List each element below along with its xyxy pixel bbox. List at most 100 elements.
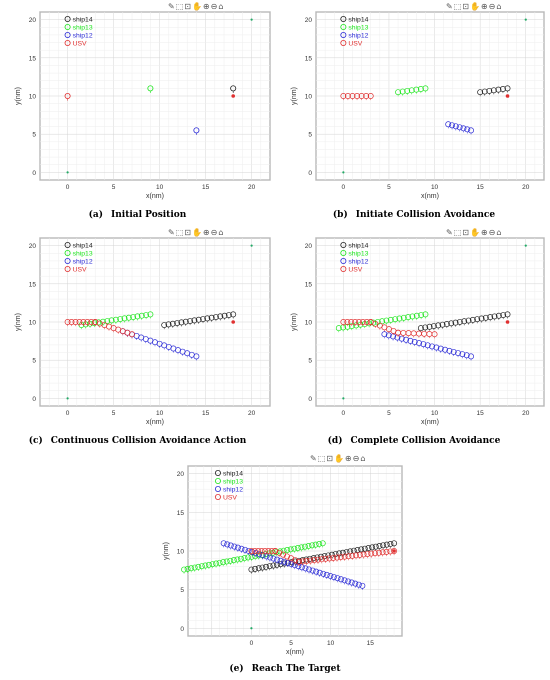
track-marker-ship13 — [100, 318, 106, 325]
legend-label-ship13: ship13 — [223, 478, 243, 485]
track-marker-ship13 — [112, 316, 119, 323]
track-marker-ship13 — [353, 322, 360, 329]
caption-label: (c) — [28, 436, 43, 446]
track-marker-ship14 — [195, 316, 202, 323]
track-marker-ship14 — [365, 545, 372, 551]
x-axis-label: x(nm) — [421, 419, 439, 426]
legend-marker-usv — [64, 40, 71, 47]
legend-label-ship14: ship14 — [223, 470, 243, 477]
x-tick-label: 10 — [431, 410, 439, 417]
x-axis-label: x(nm) — [146, 193, 164, 200]
x-axis-label: x(nm) — [146, 419, 164, 426]
legend-label-ship12: ship12 — [73, 258, 93, 265]
x-tick-label: 15 — [477, 184, 485, 191]
track-marker-ship13 — [143, 312, 150, 318]
legend-label-ship14: ship14 — [73, 16, 93, 23]
track-marker-ship13 — [134, 313, 141, 320]
track-marker-ship14 — [225, 312, 232, 318]
legend-label-ship12: ship12 — [73, 32, 93, 39]
x-tick-label: 20 — [522, 410, 530, 417]
caption-label: (b) — [332, 210, 348, 220]
x-tick-label: 10 — [156, 184, 164, 191]
y-tick-label: 10 — [177, 549, 185, 556]
legend-marker-ship13 — [64, 23, 71, 30]
y-axis-label: y(nm) — [15, 87, 22, 105]
x-tick-label: 0 — [66, 410, 70, 417]
y-tick-label: 15 — [29, 281, 37, 288]
track-marker-ship13 — [237, 555, 244, 562]
track-marker-ship13 — [191, 564, 198, 571]
track-marker-ship14 — [182, 318, 189, 325]
legend-label-ship13: ship13 — [73, 24, 93, 31]
track-marker-usv — [262, 548, 268, 554]
track-marker-ship14 — [487, 314, 494, 321]
track-marker-usv — [255, 548, 262, 554]
figure-toolbar[interactable]: ✎⬚⊡✋⊕⊖⌂ — [446, 228, 503, 237]
track-marker-ship13 — [195, 563, 202, 570]
track-marker-ship12 — [334, 575, 341, 582]
track-marker-ship14 — [221, 312, 228, 319]
chart-b: 0 5 10 15 20 0 5 10 15 20 x(nm) y(nm) ship14ship13sh… — [291, 11, 545, 200]
figure-toolbar[interactable]: ✎⬚⊡✋⊕⊖⌂ — [310, 454, 367, 463]
y-tick-label: 0 — [32, 396, 36, 403]
waypoint-dot — [524, 244, 527, 247]
grid — [315, 11, 545, 181]
x-tick-label: 0 — [342, 410, 346, 417]
legend-label-ship12: ship12 — [223, 486, 243, 493]
y-axis-label: y(nm) — [15, 313, 22, 331]
figure-toolbar[interactable]: ✎⬚⊡✋⊕⊖⌂ — [168, 2, 225, 11]
chart-a: 0 5 10 15 20 0 5 10 15 20 x(nm) y(nm) ship14ship13sh… — [15, 11, 271, 200]
track-marker-ship13 — [284, 547, 291, 553]
y-tick-label: 10 — [29, 320, 37, 327]
track-marker-ship12 — [429, 343, 436, 350]
track-marker-ship13 — [108, 317, 115, 324]
legend-label-ship12: ship12 — [348, 258, 368, 265]
track-marker-ship12 — [295, 563, 302, 570]
legend-marker-usv — [340, 40, 347, 47]
legend-label-ship13: ship13 — [348, 24, 368, 31]
target-marker — [505, 320, 510, 324]
target-marker — [505, 94, 510, 98]
figure-toolbar[interactable]: ✎⬚⊡✋⊕⊖⌂ — [446, 2, 503, 11]
track-marker-usv — [431, 331, 438, 338]
track-marker-usv — [272, 548, 279, 554]
legend-label-ship14: ship14 — [348, 16, 368, 23]
track-marker-ship13 — [181, 566, 187, 573]
track-marker-usv — [268, 548, 275, 554]
y-axis-label: y(nm) — [291, 313, 298, 331]
track-marker-ship13 — [298, 544, 305, 551]
panel-a: ✎⬚⊡✋⊕⊖⌂ 0 5 10 15 20 0 5 10 15 20 x(nm) y(nm) ship14… — [0, 0, 275, 225]
track-marker-ship13 — [344, 323, 351, 330]
target-marker — [231, 320, 235, 324]
track-marker-ship14 — [191, 317, 198, 324]
track-marker-ship14 — [212, 314, 219, 320]
track-marker-ship13 — [130, 314, 137, 320]
track-marker-ship14 — [187, 318, 194, 324]
track-marker-usv — [284, 553, 291, 560]
track-marker-ship13 — [78, 322, 85, 329]
track-marker-ship14 — [482, 314, 489, 321]
legend-marker-ship12 — [64, 258, 71, 265]
x-axis-label: x(nm) — [286, 649, 304, 656]
track-marker-ship12 — [420, 341, 427, 348]
track-marker-ship14 — [495, 86, 502, 93]
track-marker-ship13 — [205, 561, 212, 568]
track-marker-ship14 — [248, 566, 255, 573]
track-marker-usv — [330, 554, 337, 561]
x-tick-label: 10 — [327, 640, 335, 647]
track-marker-ship12 — [381, 331, 388, 338]
y-axis-label: y(nm) — [163, 542, 170, 560]
track-marker-ship12 — [345, 578, 352, 585]
caption-label: (d) — [327, 436, 343, 446]
caption-b: (b) Initiate Collision Avoidance — [278, 210, 550, 220]
legend-label-usv: USV — [348, 266, 362, 273]
y-tick-label: 15 — [305, 55, 313, 62]
x-tick-label: 0 — [342, 184, 346, 191]
track-marker-ship12 — [320, 570, 327, 577]
track-marker-ship13 — [400, 314, 407, 321]
track-marker-ship13 — [117, 316, 124, 322]
legend-label-ship12: ship12 — [348, 32, 368, 39]
figure-toolbar[interactable]: ✎⬚⊡✋⊕⊖⌂ — [168, 228, 225, 237]
